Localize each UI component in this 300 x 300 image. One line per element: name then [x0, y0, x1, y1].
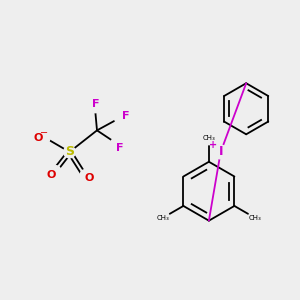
- Text: F: F: [92, 99, 100, 109]
- Circle shape: [51, 166, 61, 176]
- Circle shape: [214, 145, 227, 159]
- Circle shape: [90, 103, 100, 113]
- Text: CH₃: CH₃: [202, 135, 215, 141]
- Circle shape: [111, 138, 121, 148]
- Text: O: O: [33, 133, 43, 143]
- Circle shape: [38, 132, 50, 144]
- Text: O: O: [46, 169, 56, 179]
- Circle shape: [80, 169, 90, 179]
- Text: CH₃: CH₃: [248, 215, 261, 221]
- Text: CH₃: CH₃: [157, 215, 169, 221]
- Text: F: F: [122, 111, 129, 121]
- Circle shape: [115, 114, 124, 124]
- Circle shape: [64, 146, 75, 158]
- Text: S: S: [65, 146, 74, 158]
- Text: +: +: [209, 140, 217, 150]
- Text: I: I: [218, 146, 223, 158]
- Text: F: F: [116, 143, 123, 153]
- Text: −: −: [40, 128, 48, 138]
- Text: O: O: [85, 173, 94, 184]
